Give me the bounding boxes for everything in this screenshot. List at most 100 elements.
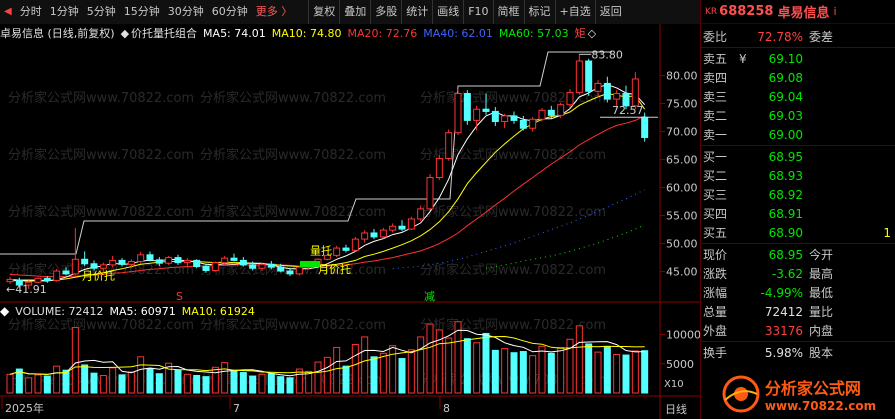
volume-bar (43, 375, 51, 394)
toolbar-button-7[interactable]: 标记 (523, 0, 555, 24)
sell-price: 69.10 (768, 51, 803, 66)
toolbar-button-2[interactable]: 多股 (370, 0, 401, 24)
volume-bar (473, 342, 481, 394)
kline-chart[interactable]: 分析家公式网www.70822.com 分析家公式网www.70822.com 分析… (0, 24, 700, 419)
candle-body (482, 108, 490, 112)
volume-bar (314, 361, 322, 394)
volume-bar (417, 336, 425, 394)
period-tab-2[interactable]: 5分钟 (86, 4, 116, 18)
candle-body (575, 60, 583, 93)
volume-bar (622, 354, 630, 394)
quote-label2: 最高 (809, 267, 834, 281)
volume-bar (62, 369, 70, 394)
quote-label2: 内盘 (809, 324, 834, 338)
logo-globe-icon (722, 375, 760, 413)
toolbar-button-8[interactable]: +自选 (554, 0, 595, 24)
candle-body (71, 258, 79, 275)
volume-bar (594, 351, 602, 394)
toolbar-button-3[interactable]: 统计 (401, 0, 432, 24)
toolbar-button-0[interactable]: 复权 (308, 0, 339, 24)
candle-body (594, 82, 602, 92)
buy-row[interactable]: 买三 68.92 (701, 185, 895, 204)
toolbar-button-6[interactable]: 简框 (492, 0, 524, 24)
period-tab-3[interactable]: 15分钟 (123, 4, 160, 18)
date-label: 7 (233, 402, 240, 415)
volume-bar (127, 371, 135, 394)
more-periods-button[interactable]: 更多 〉 (255, 4, 293, 18)
sell-row[interactable]: 卖四 69.08 (701, 68, 895, 87)
support-label: 月价托 (318, 262, 351, 276)
quote-label2: 今开 (809, 248, 834, 262)
buy-row[interactable]: 买一 68.95 (701, 147, 895, 166)
candle-body (351, 238, 359, 251)
last-price-label: 72.57 (612, 104, 644, 117)
sell-row[interactable]: 卖三 69.04 (701, 87, 895, 106)
volume-bar (267, 373, 275, 394)
sell-row[interactable]: 卖一 69.00 (701, 125, 895, 144)
ma40-value: MA40: 62.01 (423, 26, 493, 40)
date-label: 2025年 (5, 401, 44, 415)
buy-row[interactable]: 买五 68.90 1 (701, 223, 895, 242)
ma20-line (9, 115, 645, 278)
quote-row: 外盘 33176 内盘 (701, 321, 895, 340)
ma10-line (9, 92, 646, 282)
info-icon[interactable]: i (833, 5, 837, 18)
candle-body (501, 115, 509, 123)
toolbar-button-1[interactable]: 叠加 (339, 0, 370, 24)
period-tab-1[interactable]: 1分钟 (49, 4, 79, 18)
quote-value: -3.62 (771, 266, 803, 281)
quote-value: 68.95 (768, 247, 803, 262)
candle-body (566, 91, 574, 106)
sell-book: 卖五 ¥69.10 卖四 69.08 卖三 69.04 卖二 69.03 卖一 69.00 (701, 49, 895, 144)
volume-bar (547, 352, 555, 394)
volume-bar (165, 362, 173, 394)
sell-row[interactable]: 卖二 69.03 (701, 106, 895, 125)
period-tab-4[interactable]: 30分钟 (167, 4, 204, 18)
quote-label2: 最低 (809, 286, 834, 300)
turnover-label: 换手 (703, 346, 728, 360)
quote-value: -4.99% (760, 285, 803, 300)
buy-label: 买四 (703, 207, 728, 221)
volume-bar (510, 352, 518, 394)
buy-row[interactable]: 买四 68.91 (701, 204, 895, 223)
site-logo: 分析家公式网 www.70822.com (701, 369, 895, 419)
nav-back-icon[interactable]: ◀ (4, 5, 12, 17)
candle-body (557, 104, 565, 116)
price-axis-label: 45.00 (666, 266, 698, 279)
flag-diamond: ◇ (587, 26, 597, 40)
candle-body (221, 257, 229, 264)
volume-bar (146, 367, 154, 394)
toolbar-button-4[interactable]: 画线 (432, 0, 463, 24)
buy-price: 68.91 (768, 206, 803, 221)
turnover-row: 换手 5.98% 股本 (701, 343, 895, 362)
candle-body (398, 225, 406, 230)
volume-bar (398, 358, 406, 394)
period-tab-5[interactable]: 60分钟 (211, 4, 248, 18)
buy-row[interactable]: 买二 68.93 (701, 166, 895, 185)
watermark-text: 分析家公式网www.70822.com (420, 317, 606, 333)
candle-body (463, 93, 471, 121)
toolbar-button-9[interactable]: 返回 (594, 0, 626, 24)
volume-bar (221, 362, 229, 394)
sell-row[interactable]: 卖五 ¥69.10 (701, 49, 895, 68)
candle-body (454, 93, 462, 134)
candle-body (370, 232, 378, 238)
reduce-signal: 减 (424, 290, 435, 303)
volume-support-marker (300, 260, 320, 267)
toolbar-button-5[interactable]: F10 (463, 0, 492, 24)
period-tab-0[interactable]: 分时 (19, 4, 42, 18)
volume-bar (323, 356, 331, 394)
volume-bar (25, 377, 33, 394)
ma60-line (485, 224, 645, 269)
volume-bar (155, 373, 163, 394)
volume-bar (90, 372, 98, 394)
candle-body (426, 177, 434, 210)
candle-body (277, 266, 285, 272)
chart-header: 卓易信息 (日线,前复权) ◆ 价托量托组合 MA5: 74.01 MA10: … (0, 24, 660, 42)
candle-body (109, 259, 117, 266)
logo-url: www.70822.com (764, 399, 877, 413)
indicator-name[interactable]: 价托量托组合 (131, 27, 198, 40)
candle-body (193, 259, 201, 268)
volume-bar (641, 350, 649, 394)
volume-bar (566, 338, 574, 394)
